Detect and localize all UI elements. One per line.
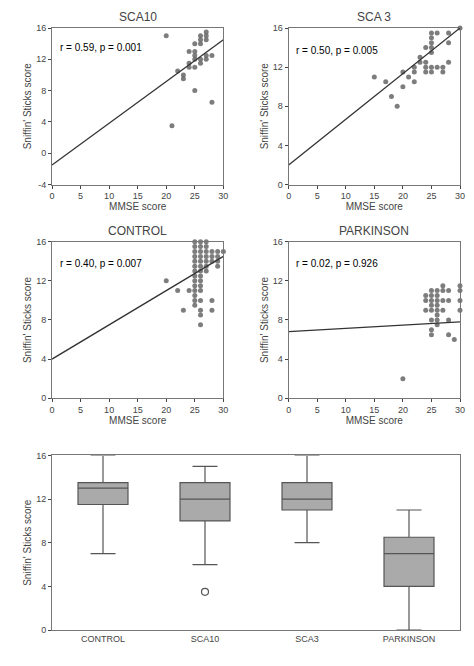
svg-text:4: 4 [41, 354, 46, 364]
svg-text:10: 10 [341, 405, 351, 415]
svg-text:5: 5 [315, 191, 320, 201]
svg-text:16: 16 [36, 23, 46, 33]
svg-text:Sniffin' Sticks score: Sniffin' Sticks score [22, 499, 33, 586]
svg-text:12: 12 [36, 54, 46, 64]
svg-text:16: 16 [273, 237, 283, 247]
svg-text:PARKINSON: PARKINSON [383, 634, 435, 644]
svg-text:20: 20 [161, 405, 171, 415]
svg-text:SCA10: SCA10 [119, 10, 157, 24]
svg-text:16: 16 [273, 23, 283, 33]
svg-text:Sniffin' Sticks score: Sniffin' Sticks score [22, 276, 33, 363]
svg-text:20: 20 [398, 191, 408, 201]
svg-text:4: 4 [41, 582, 46, 592]
svg-text:r = 0.59, p = 0.001: r = 0.59, p = 0.001 [60, 42, 142, 53]
svg-text:MMSE score: MMSE score [346, 415, 404, 426]
svg-text:20: 20 [161, 191, 171, 201]
svg-text:8: 8 [41, 315, 46, 325]
svg-text:10: 10 [104, 191, 114, 201]
svg-text:15: 15 [133, 191, 143, 201]
svg-text:15: 15 [369, 405, 379, 415]
svg-text:30: 30 [218, 405, 228, 415]
svg-text:SCA10: SCA10 [191, 634, 220, 644]
svg-text:12: 12 [36, 494, 46, 504]
svg-text:12: 12 [36, 276, 46, 286]
svg-text:r = 0.50, p = 0.005: r = 0.50, p = 0.005 [296, 45, 378, 56]
svg-text:r = 0.40, p = 0.007: r = 0.40, p = 0.007 [60, 258, 142, 269]
svg-text:16: 16 [36, 237, 46, 247]
svg-text:16: 16 [36, 451, 46, 461]
svg-text:CONTROL: CONTROL [108, 224, 167, 238]
svg-text:Sniffin' Sticks score: Sniffin' Sticks score [22, 63, 33, 150]
svg-text:0: 0 [41, 148, 46, 158]
svg-text:10: 10 [341, 191, 351, 201]
svg-text:MMSE score: MMSE score [109, 415, 167, 426]
svg-text:25: 25 [426, 191, 436, 201]
svg-text:5: 5 [78, 191, 83, 201]
svg-text:MMSE score: MMSE score [346, 201, 404, 212]
svg-text:30: 30 [455, 405, 465, 415]
svg-text:10: 10 [104, 405, 114, 415]
svg-text:20: 20 [398, 405, 408, 415]
svg-text:SCA 3: SCA 3 [357, 10, 391, 24]
svg-text:0: 0 [41, 393, 46, 403]
svg-text:PARKINSON: PARKINSON [339, 224, 409, 238]
svg-text:25: 25 [190, 191, 200, 201]
svg-text:15: 15 [369, 191, 379, 201]
svg-text:MMSE score: MMSE score [109, 201, 167, 212]
svg-text:8: 8 [278, 101, 283, 111]
svg-text:0: 0 [41, 625, 46, 635]
svg-text:30: 30 [218, 191, 228, 201]
svg-text:15: 15 [133, 405, 143, 415]
svg-text:5: 5 [78, 405, 83, 415]
svg-text:0: 0 [286, 191, 291, 201]
svg-text:0: 0 [278, 180, 283, 190]
svg-text:5: 5 [315, 405, 320, 415]
svg-text:4: 4 [278, 354, 283, 364]
svg-text:r = 0.02, p = 0.926: r = 0.02, p = 0.926 [296, 258, 378, 269]
svg-text:25: 25 [426, 405, 436, 415]
svg-text:Sniffin' Sticks score: Sniffin' Sticks score [259, 276, 270, 363]
svg-text:12: 12 [273, 62, 283, 72]
svg-text:0: 0 [49, 405, 54, 415]
svg-text:30: 30 [455, 191, 465, 201]
svg-text:SCA3: SCA3 [295, 634, 319, 644]
svg-text:8: 8 [278, 315, 283, 325]
svg-text:8: 8 [41, 86, 46, 96]
svg-text:4: 4 [41, 117, 46, 127]
svg-text:12: 12 [273, 276, 283, 286]
svg-text:25: 25 [190, 405, 200, 415]
svg-text:8: 8 [41, 538, 46, 548]
svg-text:CONTROL: CONTROL [81, 634, 125, 644]
svg-text:0: 0 [278, 393, 283, 403]
svg-text:0: 0 [49, 191, 54, 201]
svg-text:0: 0 [286, 405, 291, 415]
svg-text:Sniffin' Sticks score: Sniffin' Sticks score [259, 63, 270, 150]
svg-text:-4: -4 [38, 180, 46, 190]
svg-text:4: 4 [278, 141, 283, 151]
